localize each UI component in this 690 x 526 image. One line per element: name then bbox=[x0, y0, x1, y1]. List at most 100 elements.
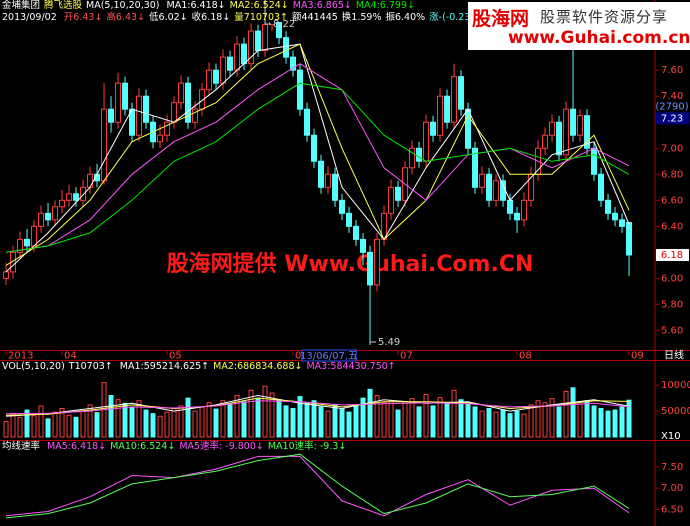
volume-bar bbox=[360, 397, 366, 438]
candle-body bbox=[38, 212, 45, 227]
y-tick-label: 5.60 bbox=[661, 325, 683, 336]
volume-bar bbox=[94, 412, 100, 438]
candle-body bbox=[17, 238, 24, 253]
ma-line bbox=[5, 43, 630, 273]
candle-body bbox=[73, 193, 80, 201]
candle-body bbox=[332, 173, 339, 201]
volume-bar bbox=[255, 397, 261, 438]
volume-bar bbox=[339, 408, 345, 438]
ma-line bbox=[5, 453, 630, 519]
y-tick-label: 6.40 bbox=[661, 221, 683, 232]
candle-body bbox=[59, 199, 66, 208]
volume-bar bbox=[402, 401, 408, 438]
volume-bar bbox=[472, 406, 478, 438]
candle-body bbox=[353, 225, 360, 240]
x-tick-label: 09 bbox=[631, 351, 644, 362]
candle-body bbox=[45, 212, 52, 221]
candle-body bbox=[486, 173, 493, 201]
legend-note: MA5速率: -9.800↓ bbox=[179, 441, 264, 452]
candle-body bbox=[304, 108, 311, 136]
volume-bar bbox=[80, 410, 86, 438]
candle-body bbox=[262, 24, 269, 52]
volume-bar bbox=[346, 411, 352, 438]
stock-name: 金埔集团 bbox=[2, 0, 41, 11]
candle-body bbox=[101, 108, 108, 182]
price-marker bbox=[656, 248, 689, 261]
volume-bar bbox=[45, 418, 51, 438]
candle-body bbox=[234, 43, 241, 71]
volume-bar bbox=[556, 406, 562, 438]
price-marker-label: 7.23 bbox=[661, 113, 683, 124]
volume-bar bbox=[213, 408, 219, 438]
candle-body bbox=[3, 271, 10, 279]
candle-body bbox=[206, 69, 213, 91]
volume-bar bbox=[577, 403, 583, 438]
volume-bar bbox=[31, 415, 37, 438]
candle-body bbox=[66, 193, 73, 201]
volume-bar bbox=[416, 406, 422, 438]
candle-body bbox=[374, 238, 381, 286]
volume-bar bbox=[437, 397, 443, 438]
legend-entry: MA3:584430.750↑ bbox=[306, 361, 396, 372]
volume-bar bbox=[192, 410, 198, 438]
candle-body bbox=[437, 95, 444, 136]
candle-body bbox=[318, 160, 325, 188]
y-tick-label: 7.60 bbox=[661, 65, 683, 76]
candle-body bbox=[563, 108, 570, 156]
logo[interactable]: 股海网 股票软件资源分享 www.Guhai.com.cn bbox=[468, 2, 690, 50]
candle-body bbox=[157, 134, 164, 143]
candle-body bbox=[269, 22, 276, 26]
volume-title: VOL(5,10,20) bbox=[2, 361, 65, 372]
volume-bar bbox=[66, 414, 72, 438]
legend-entry: MA10:6.524↓ bbox=[110, 441, 176, 452]
volume-bar bbox=[353, 405, 359, 438]
candle-body bbox=[479, 173, 486, 188]
volume-bar bbox=[248, 389, 254, 438]
volume-bar bbox=[514, 410, 520, 438]
candle-body bbox=[115, 82, 122, 123]
volume-bar bbox=[3, 420, 9, 438]
volume-bar bbox=[563, 390, 569, 438]
candle-body bbox=[185, 82, 192, 123]
volume-bar bbox=[381, 402, 387, 438]
ma-line bbox=[5, 43, 630, 266]
candle-body bbox=[584, 115, 591, 149]
volume-bar bbox=[136, 400, 142, 438]
candle-body bbox=[339, 199, 346, 214]
y-tick-label: 7.00 bbox=[661, 483, 683, 494]
volume-bar bbox=[318, 406, 324, 438]
candle-body bbox=[598, 173, 605, 201]
candle-body bbox=[24, 238, 31, 247]
candle-body bbox=[290, 56, 297, 71]
logo-brand: 股海网 bbox=[472, 8, 530, 30]
candle-body bbox=[493, 180, 500, 201]
volume-subtitle: T10703↑ bbox=[68, 361, 113, 372]
candle-body bbox=[416, 147, 423, 162]
candle-body bbox=[507, 199, 514, 214]
candle-body bbox=[255, 30, 262, 52]
volume-bar bbox=[283, 405, 289, 438]
volume-bar bbox=[199, 406, 205, 438]
y-tick-label: 50000 bbox=[661, 406, 690, 417]
candle-body bbox=[451, 76, 458, 123]
candle-body bbox=[360, 238, 367, 253]
candle-body bbox=[556, 121, 563, 156]
legend-note: MA10速率: -9.3↓ bbox=[267, 441, 347, 452]
volume-bar bbox=[465, 403, 471, 438]
volume-bar bbox=[227, 404, 233, 438]
legend-entry: MA5:6.418↓ bbox=[47, 441, 107, 452]
candle-body bbox=[122, 82, 129, 110]
candle-body bbox=[605, 199, 612, 214]
watermark: 股海网提供 Www.Guhai.Com.CN bbox=[167, 251, 534, 277]
volume-bar bbox=[73, 416, 79, 438]
x-tick-label: 07 bbox=[400, 351, 413, 362]
candle-body bbox=[31, 225, 38, 247]
logo-url: www.Guhai.com.cn bbox=[508, 28, 690, 48]
count-label: (2790) bbox=[655, 101, 688, 112]
volume-bar bbox=[458, 399, 464, 438]
candle-body bbox=[570, 108, 577, 136]
candle-body bbox=[430, 121, 437, 136]
volume-bar bbox=[297, 396, 303, 438]
x-tick-label: 08 bbox=[519, 351, 532, 362]
